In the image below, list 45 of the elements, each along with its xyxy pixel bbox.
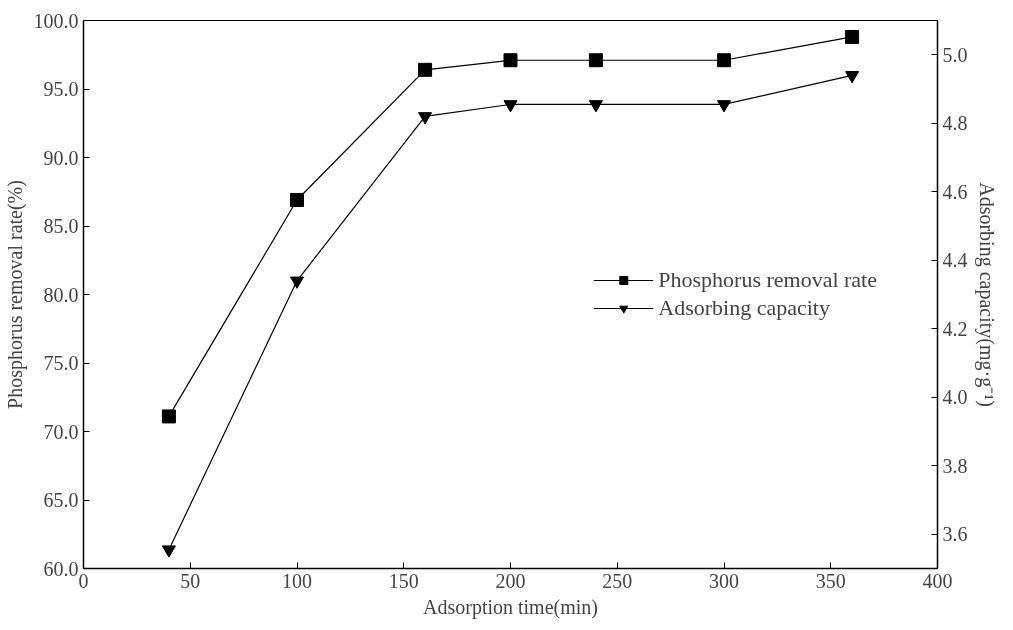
x-tick-label: 50 — [180, 569, 201, 592]
x-tick-label: 250 — [602, 569, 633, 592]
x-tick-label: 350 — [815, 569, 846, 592]
y-tick-label: 95.0 — [43, 78, 79, 100]
x-axis-title: Adsorption time(min) — [423, 595, 598, 619]
y2-tick-label: 4.6 — [942, 180, 968, 203]
point — [845, 71, 860, 84]
x-tick-label: 0 — [78, 569, 89, 592]
y2-tick-label: 3.8 — [942, 454, 968, 477]
y2-tick-label: 5.0 — [942, 43, 968, 66]
point — [503, 53, 518, 68]
y2-axis-title: Adsorbing capacity(mg·g⁻¹) — [974, 182, 998, 407]
y2-tick-label: 4.4 — [942, 249, 968, 272]
point — [503, 100, 518, 113]
y-tick-label: 100.0 — [33, 9, 79, 32]
y-tick-label: 75.0 — [43, 352, 79, 374]
point — [418, 112, 433, 125]
legend-label: Adsorbing capacity — [658, 295, 830, 321]
y2-tick-label: 4.8 — [942, 112, 968, 135]
point — [418, 62, 433, 77]
point — [161, 409, 176, 424]
point — [161, 545, 176, 558]
point — [717, 100, 731, 113]
x-tick-label: 200 — [495, 569, 526, 592]
y-tick-label: 70.0 — [43, 420, 79, 443]
legend-label: Phosphorus removal rate — [658, 267, 877, 293]
x-tick-label: 400 — [922, 569, 953, 592]
point — [588, 100, 603, 113]
y-tick-label: 90.0 — [43, 146, 79, 169]
y-tick-label: 85.0 — [43, 215, 79, 237]
y2-tick-label: 4.0 — [942, 386, 968, 409]
x-tick-label: 150 — [388, 569, 419, 592]
y2-tick-label: 3.6 — [942, 523, 968, 546]
y-axis-title: Phosphorus removal rate(%) — [3, 180, 27, 409]
point — [290, 276, 304, 289]
point — [845, 29, 860, 44]
y-tick-label: 65.0 — [43, 489, 79, 511]
y-tick-label: 80.0 — [43, 283, 79, 306]
y-tick-label: 60.0 — [43, 557, 79, 580]
x-tick-label: 100 — [282, 569, 312, 592]
point — [588, 53, 603, 68]
x-tick-label: 300 — [709, 569, 739, 592]
y2-tick-label: 4.2 — [942, 317, 968, 340]
point — [290, 192, 304, 207]
point — [717, 53, 731, 68]
